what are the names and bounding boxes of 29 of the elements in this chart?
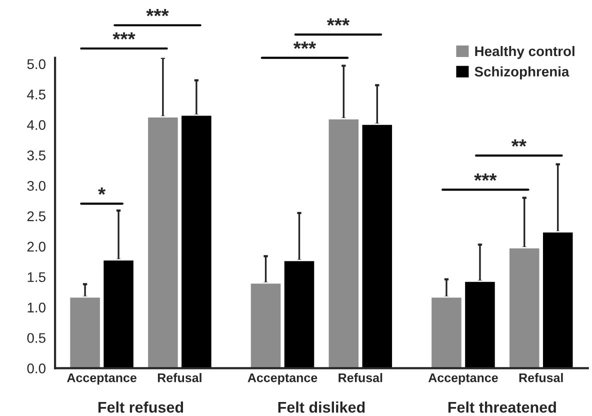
annotation: *** (474, 174, 497, 181)
text: *** (293, 42, 316, 49)
legend-label: Healthy control (475, 46, 574, 59)
y-tick-label: 1.5 (28, 272, 46, 282)
y-tick-label: 2.5 (27, 211, 46, 222)
annotation: * (98, 187, 106, 195)
x-tick-label: Refusal (519, 373, 563, 382)
x-tick-label: Refusal (158, 373, 202, 382)
text: *** (112, 32, 136, 40)
text: Felt disliked (278, 401, 365, 413)
legend-label: Schizophrenia (474, 66, 570, 80)
x-tick-label: Acceptance (428, 373, 498, 385)
x-tick-label: Acceptance (248, 373, 318, 385)
y-tick-label: 5.0 (27, 59, 46, 70)
y-tick-label: 3.5 (27, 150, 46, 160)
text: Felt threatened (448, 401, 556, 413)
annotation: ** (511, 139, 526, 147)
y-tick-label: 0.5 (27, 333, 46, 343)
y-tick-label: 1.0 (28, 302, 46, 312)
y-tick-label: 4.5 (27, 90, 46, 100)
text: *** (146, 9, 169, 16)
y-tick-label: 2.0 (27, 242, 46, 252)
text: Felt refused (98, 401, 184, 413)
y-tick-label: 4.0 (27, 120, 46, 130)
text: *** (326, 18, 350, 26)
x-tick-label: Acceptance (67, 373, 136, 385)
y-tick-label: 3.0 (27, 180, 46, 191)
x-tick-label: Refusal (338, 373, 382, 382)
y-tick-label: 0.0 (27, 363, 46, 374)
